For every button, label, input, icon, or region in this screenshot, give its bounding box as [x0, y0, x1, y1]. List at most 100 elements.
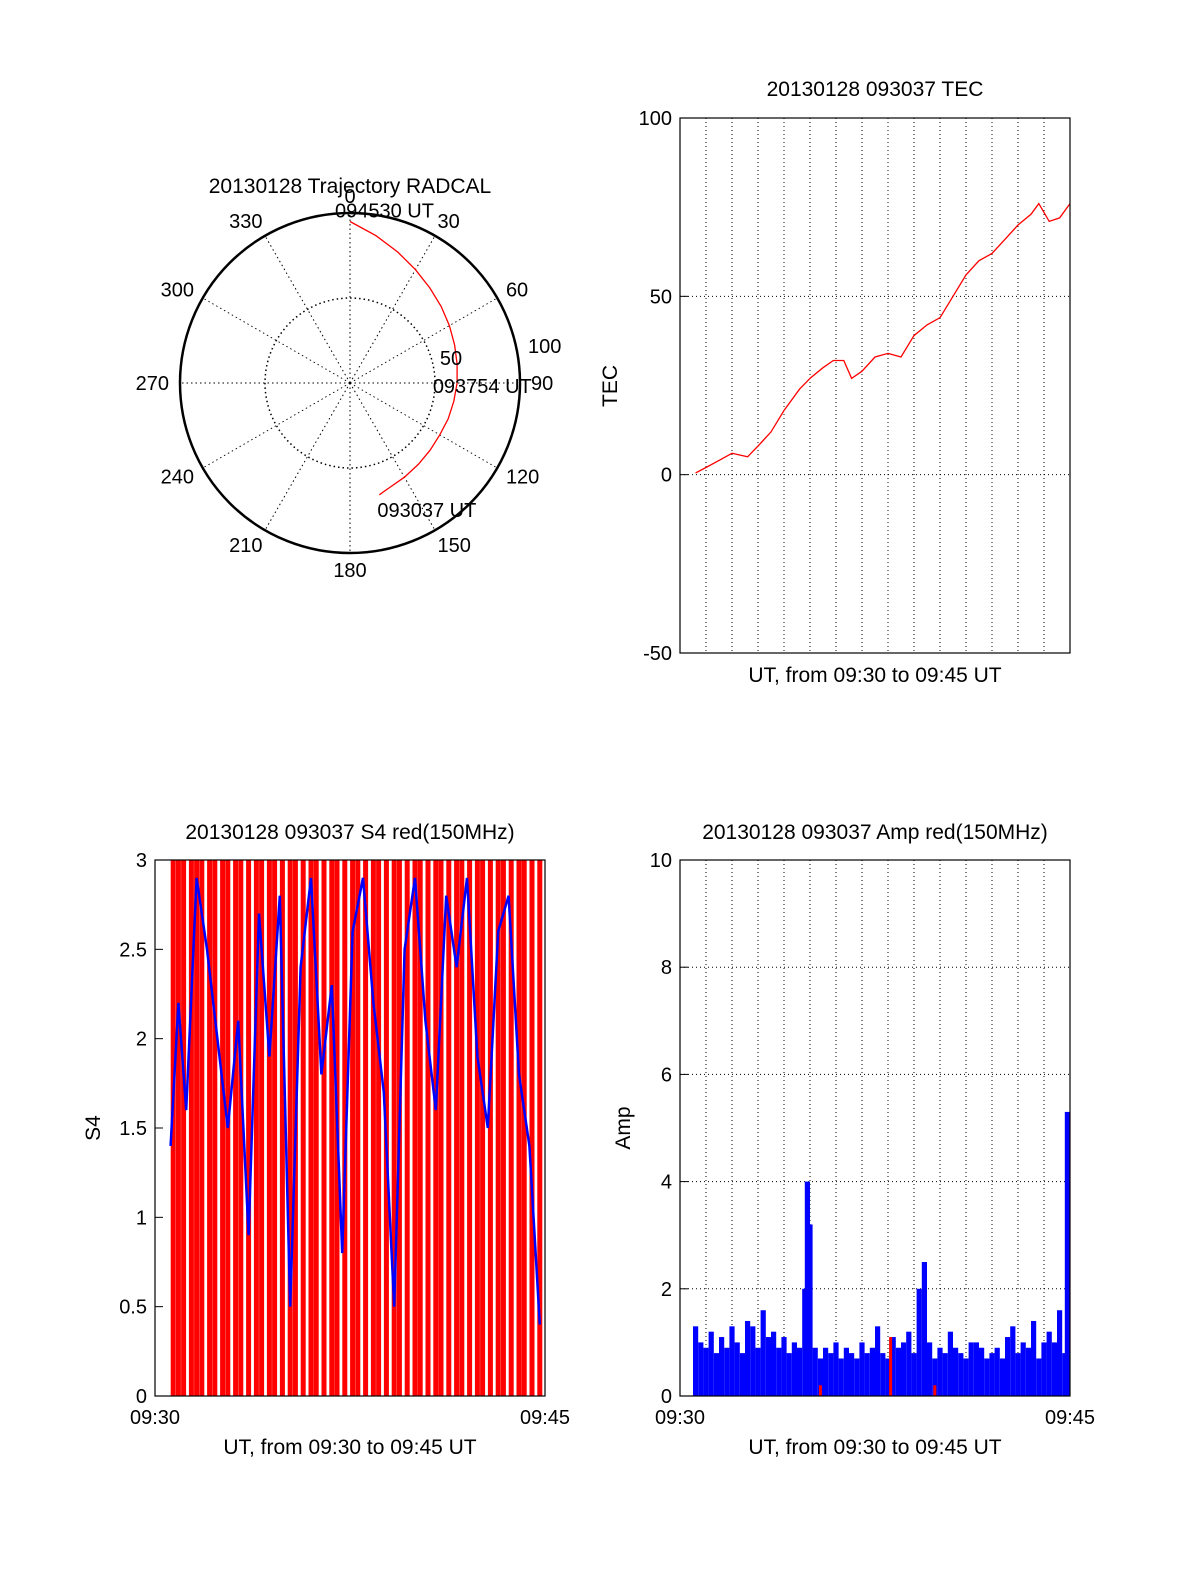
- amp-blue-bar: [895, 1347, 901, 1396]
- amp-blue-bar: [838, 1358, 844, 1396]
- amp-ticks: 0 2 4 6 8 10 09:30 09:45: [650, 850, 1095, 1429]
- s4-red-spike: [516, 860, 522, 1396]
- amp-blue-bar: [1015, 1353, 1021, 1396]
- s4-red-spike: [238, 860, 244, 1396]
- tec-y-axis-label: TEC: [599, 365, 622, 407]
- amp-blue-bar: [1031, 1320, 1037, 1396]
- amp-blue-bar: [906, 1331, 912, 1396]
- polar-inner-circle: [264, 297, 436, 469]
- polar-angle-label: 270: [136, 373, 169, 395]
- amp-blue-bar: [1057, 1310, 1063, 1396]
- amp-blue-bar: [979, 1347, 985, 1396]
- amp-blue-bar: [958, 1353, 964, 1396]
- polar-radius-label: 100: [528, 336, 561, 358]
- s4-x-axis-label: UT, from 09:30 to 09:45 UT: [223, 1436, 476, 1459]
- polar-labels: 0 30 60 90 120 150 180 210 240 270 300 330 50 100 0945…: [136, 186, 562, 582]
- amp-blue-bar: [947, 1331, 953, 1396]
- s4-y-axis-label: S4: [82, 1115, 105, 1141]
- amp-blue-bar: [1041, 1342, 1047, 1396]
- s4-red-spike: [194, 860, 200, 1396]
- polar-angle-label: 120: [506, 467, 539, 489]
- amp-blue-bar: [849, 1353, 855, 1396]
- polar-spoke: [349, 235, 436, 384]
- amp-blue-bar: [1020, 1342, 1026, 1396]
- polar-angle-label: 150: [438, 535, 471, 557]
- amp-blue-bar: [859, 1342, 865, 1396]
- amp-blue-bar: [927, 1342, 933, 1396]
- amp-blue-bar: [869, 1347, 875, 1396]
- polar-spoke: [349, 382, 436, 531]
- polar-angle-label: 30: [438, 211, 460, 233]
- amp-blue-bar: [942, 1353, 948, 1396]
- amp-blue-bar: [817, 1358, 823, 1396]
- polar-time-annotation: 094530 UT: [335, 201, 434, 223]
- s4-red-spike: [433, 860, 439, 1396]
- polar-angle-label: 210: [229, 535, 262, 557]
- s4-red-spike: [417, 860, 423, 1396]
- polar-spoke: [202, 382, 351, 469]
- amp-blue-bar: [885, 1358, 891, 1396]
- amp-blue-bar: [963, 1358, 969, 1396]
- s4-red-spike: [370, 860, 376, 1396]
- amp-blue-bar: [755, 1347, 761, 1396]
- amp-blue-bar: [854, 1358, 860, 1396]
- amp-blue-bar: [734, 1342, 740, 1396]
- amp-y-tick-label: 0: [661, 1386, 672, 1408]
- amp-blue-bar: [765, 1337, 771, 1396]
- amp-red-bar: [933, 1385, 937, 1396]
- s4-red-spike: [404, 860, 410, 1396]
- s4-red-spike: [199, 860, 205, 1396]
- s4-red-spike: [521, 860, 527, 1396]
- s4-red-spike: [342, 860, 348, 1396]
- s4-red-spike: [300, 860, 306, 1396]
- polar-radius-label: 50: [440, 348, 462, 370]
- s4-y-tick-label: 0.5: [119, 1297, 147, 1319]
- s4-red-spike: [212, 860, 218, 1396]
- s4-red-spike: [508, 860, 514, 1396]
- amp-blue-bar: [719, 1337, 725, 1396]
- tec-chart-title: 20130128 093037 TEC: [767, 78, 984, 101]
- amp-x-axis-label: UT, from 09:30 to 09:45 UT: [748, 1436, 1001, 1459]
- amp-blue-bar: [1005, 1337, 1011, 1396]
- s4-red-spike: [308, 860, 314, 1396]
- polar-spoke: [349, 297, 498, 384]
- polar-trajectory-chart: 20130128 Trajectory RADCAL 0 30 60 90 120 150…: [136, 175, 562, 582]
- amp-blue-bar: [1025, 1347, 1031, 1396]
- s4-red-spike: [391, 860, 397, 1396]
- amp-blue-bar: [823, 1347, 829, 1396]
- s4-red-spike: [495, 860, 501, 1396]
- polar-grid: [178, 211, 522, 555]
- s4-series: [169, 860, 543, 1396]
- polar-outer-circle: [178, 211, 522, 555]
- amp-red-bar: [818, 1385, 822, 1396]
- s4-red-spike: [181, 860, 187, 1396]
- polar-angle-label: 180: [333, 560, 366, 582]
- amp-blue-bar: [953, 1347, 959, 1396]
- amp-blue-bar: [901, 1342, 907, 1396]
- amp-y-tick-label: 6: [661, 1064, 672, 1086]
- amp-blue-bar: [864, 1353, 870, 1396]
- amp-blue-bar: [843, 1347, 849, 1396]
- polar-angle-label: 330: [229, 211, 262, 233]
- tec-y-tick-label: 100: [639, 108, 672, 130]
- s4-red-spike: [459, 860, 465, 1396]
- amp-y-tick-label: 8: [661, 957, 672, 979]
- amp-y-tick-label: 10: [650, 850, 672, 872]
- amp-blue-bar: [812, 1347, 818, 1396]
- s4-red-spike: [376, 860, 382, 1396]
- amp-blue-bar: [968, 1342, 974, 1396]
- s4-ticks: 0 0.5 1 1.5 2 2.5 3 09:30 09:45: [119, 850, 570, 1429]
- tec-y-tick-label: -50: [643, 643, 672, 665]
- s4-red-spike: [363, 860, 369, 1396]
- amp-blue-bar: [781, 1337, 787, 1396]
- amp-blue-bar: [973, 1342, 979, 1396]
- s4-red-spike: [175, 860, 181, 1396]
- polar-spoke: [202, 297, 351, 384]
- s4-red-spike: [272, 860, 278, 1396]
- amp-blue-bar: [921, 1262, 927, 1396]
- amp-blue-bar: [1051, 1342, 1057, 1396]
- amp-blue-bar: [807, 1224, 813, 1396]
- amp-chart-title: 20130128 093037 Amp red(150MHz): [702, 821, 1048, 844]
- amp-x-tick-label: 09:45: [1045, 1407, 1095, 1429]
- tec-y-tick-label: 50: [650, 286, 672, 308]
